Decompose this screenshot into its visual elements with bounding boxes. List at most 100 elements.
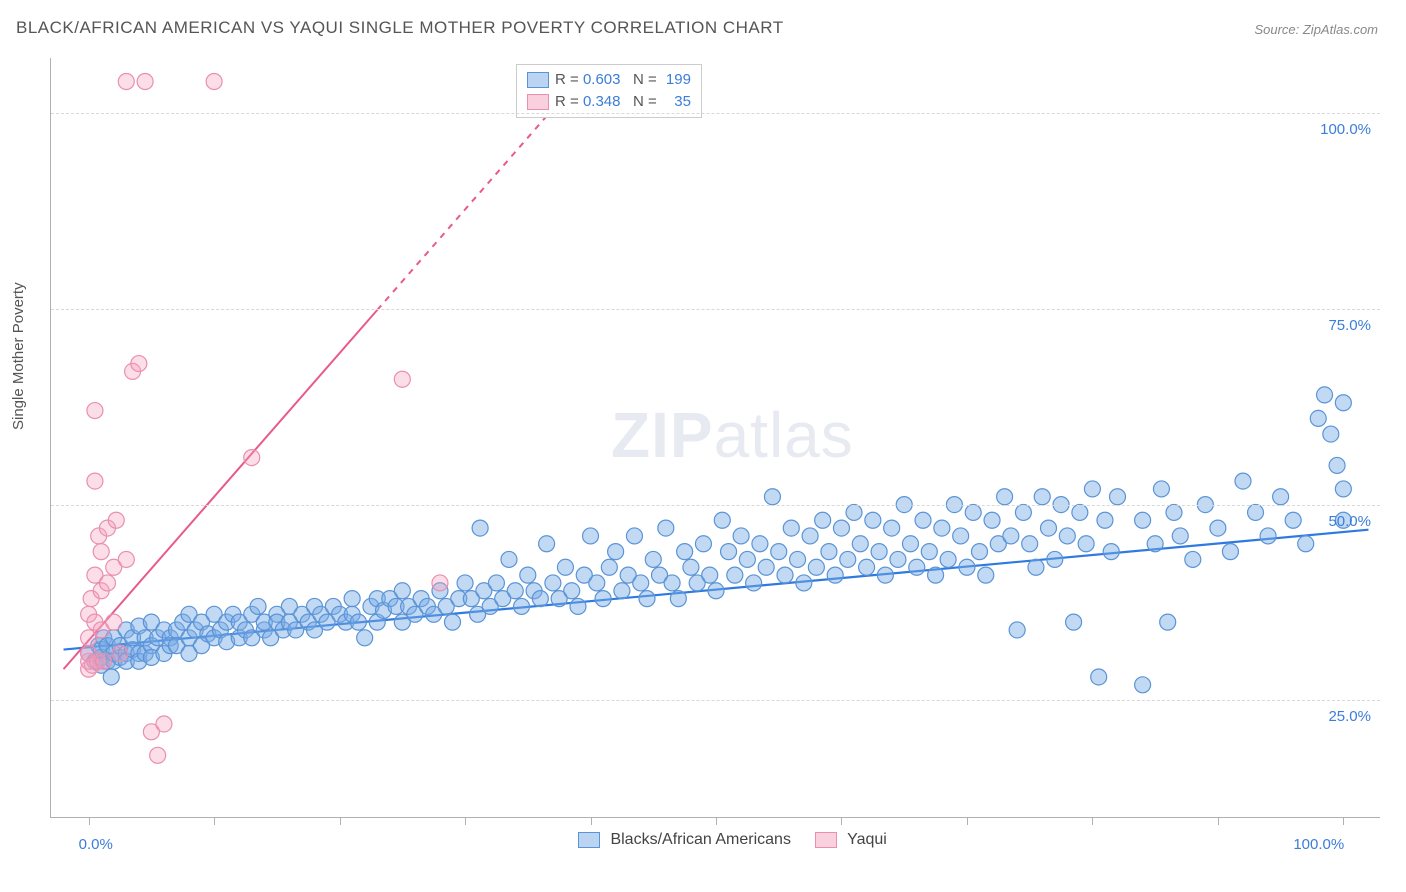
data-point (921, 544, 937, 560)
data-point (1015, 504, 1031, 520)
data-point (589, 575, 605, 591)
data-point (244, 450, 260, 466)
data-point (633, 575, 649, 591)
x-tick (465, 817, 466, 825)
data-point (1210, 520, 1226, 536)
data-point (1084, 481, 1100, 497)
plot-svg (51, 58, 1380, 817)
data-point (1160, 614, 1176, 630)
data-point (106, 614, 122, 630)
data-point (1072, 504, 1088, 520)
data-point (790, 551, 806, 567)
data-point (150, 747, 166, 763)
data-point (727, 567, 743, 583)
data-point (953, 528, 969, 544)
data-point (112, 645, 128, 661)
data-point (137, 74, 153, 90)
x-tick (716, 817, 717, 825)
data-point (87, 403, 103, 419)
data-point (445, 614, 461, 630)
gridline (51, 505, 1380, 506)
data-point (758, 559, 774, 575)
data-point (539, 536, 555, 552)
x-tick (1343, 817, 1344, 825)
data-point (488, 575, 504, 591)
data-point (884, 520, 900, 536)
data-point (965, 504, 981, 520)
data-point (865, 512, 881, 528)
legend-item: Blacks/African Americans (578, 831, 791, 849)
data-point (764, 489, 780, 505)
data-point (131, 356, 147, 372)
data-point (683, 559, 699, 575)
data-point (1028, 559, 1044, 575)
data-point (457, 575, 473, 591)
data-point (344, 591, 360, 607)
data-point (570, 598, 586, 614)
data-point (752, 536, 768, 552)
data-point (796, 575, 812, 591)
data-point (664, 575, 680, 591)
data-point (1103, 544, 1119, 560)
data-point (394, 583, 410, 599)
x-tick (591, 817, 592, 825)
correlation-legend: R = 0.603 N = 199R = 0.348 N = 35 (516, 64, 702, 118)
data-point (1059, 528, 1075, 544)
data-point (639, 591, 655, 607)
data-point (658, 520, 674, 536)
data-point (1335, 481, 1351, 497)
data-point (1066, 614, 1082, 630)
data-point (1047, 551, 1063, 567)
data-point (1298, 536, 1314, 552)
x-tick (340, 817, 341, 825)
data-point (501, 551, 517, 567)
data-point (802, 528, 818, 544)
data-point (808, 559, 824, 575)
data-point (93, 544, 109, 560)
scatter-plot-area: ZIPatlas R = 0.603 N = 199R = 0.348 N = … (50, 58, 1380, 818)
data-point (557, 559, 573, 575)
data-point (827, 567, 843, 583)
data-point (978, 567, 994, 583)
data-point (1260, 528, 1276, 544)
y-tick-label: 100.0% (1311, 121, 1371, 138)
data-point (997, 489, 1013, 505)
x-tick (214, 817, 215, 825)
data-point (677, 544, 693, 560)
series-legend: Blacks/African Americans Yaqui (566, 831, 899, 849)
data-point (1310, 410, 1326, 426)
data-point (721, 544, 737, 560)
data-point (1097, 512, 1113, 528)
data-point (971, 544, 987, 560)
data-point (472, 520, 488, 536)
legend-item: Yaqui (815, 831, 887, 849)
data-point (1335, 395, 1351, 411)
data-point (1153, 481, 1169, 497)
data-point (1285, 512, 1301, 528)
x-tick (1218, 817, 1219, 825)
x-tick-label: 100.0% (1293, 836, 1344, 853)
data-point (614, 583, 630, 599)
y-tick-label: 50.0% (1311, 513, 1371, 530)
data-point (645, 551, 661, 567)
legend-row: R = 0.603 N = 199 (527, 69, 691, 91)
data-point (583, 528, 599, 544)
data-point (852, 536, 868, 552)
data-point (1009, 622, 1025, 638)
data-point (1185, 551, 1201, 567)
source-attribution: Source: ZipAtlas.com (1254, 22, 1378, 37)
data-point (1135, 512, 1151, 528)
x-tick (1092, 817, 1093, 825)
chart-title: BLACK/AFRICAN AMERICAN VS YAQUI SINGLE M… (16, 18, 784, 38)
data-point (1110, 489, 1126, 505)
y-axis-label: Single Mother Poverty (10, 282, 27, 430)
data-point (821, 544, 837, 560)
data-point (890, 551, 906, 567)
data-point (250, 598, 266, 614)
data-point (514, 598, 530, 614)
data-point (118, 551, 134, 567)
data-point (1003, 528, 1019, 544)
data-point (695, 536, 711, 552)
data-point (1135, 677, 1151, 693)
data-point (840, 551, 856, 567)
